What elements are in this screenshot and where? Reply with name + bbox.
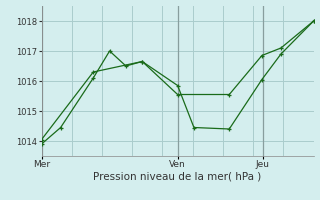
X-axis label: Pression niveau de la mer( hPa ): Pression niveau de la mer( hPa ) bbox=[93, 172, 262, 182]
